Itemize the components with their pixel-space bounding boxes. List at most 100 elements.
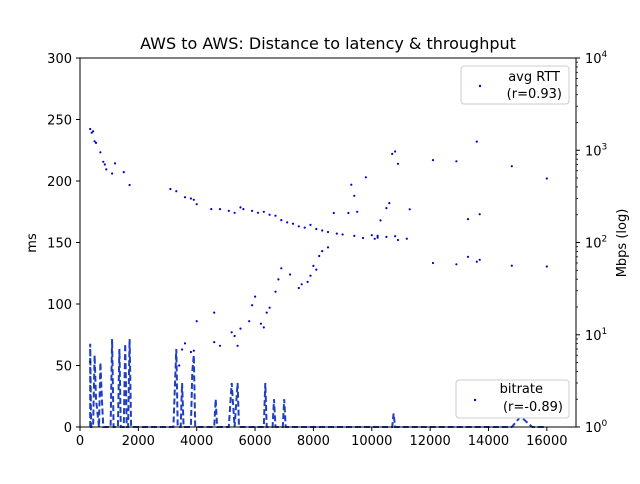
bitrate-point bbox=[251, 209, 254, 212]
rtt-point bbox=[251, 304, 254, 307]
rtt-point bbox=[394, 150, 397, 153]
y2-tick-label: 103 bbox=[585, 142, 607, 159]
bitrate-point bbox=[239, 206, 242, 209]
y-axis-label: ms bbox=[25, 233, 40, 253]
rtt-point bbox=[195, 320, 198, 323]
x-tick-label: 2000 bbox=[122, 434, 155, 449]
rtt-point bbox=[239, 327, 242, 330]
bitrate-point bbox=[256, 211, 260, 214]
bitrate-point bbox=[335, 232, 338, 235]
bitrate-point bbox=[466, 255, 470, 258]
bitrate-point bbox=[195, 203, 198, 206]
bitrate-point bbox=[105, 168, 108, 171]
rtt-point bbox=[259, 322, 262, 325]
legend-top-label-line2: (r=0.93) bbox=[507, 87, 562, 102]
rtt-point bbox=[388, 202, 391, 205]
bitrate-point bbox=[385, 235, 388, 238]
rtt-point bbox=[379, 219, 382, 222]
rtt-point bbox=[274, 290, 277, 293]
bitrate-point bbox=[274, 214, 277, 217]
x-tick-label: 0 bbox=[76, 434, 84, 449]
bitrate-point bbox=[431, 261, 435, 265]
y-tick-label: 0 bbox=[64, 421, 72, 436]
rtt-point bbox=[277, 278, 280, 281]
rtt-point bbox=[385, 207, 388, 210]
rtt-point bbox=[396, 238, 400, 242]
bitrate-point bbox=[361, 236, 365, 240]
rtt-point bbox=[391, 152, 394, 155]
x-tick-label: 4000 bbox=[180, 434, 213, 449]
rtt-point bbox=[213, 341, 216, 344]
y-tick-label: 250 bbox=[47, 114, 72, 129]
bitrate-point bbox=[93, 140, 96, 143]
rtt-point bbox=[268, 306, 271, 309]
y2-tick-label: 104 bbox=[585, 50, 608, 67]
rtt-point bbox=[230, 331, 233, 334]
bitrate-point bbox=[175, 190, 178, 193]
legend-top-label-line1: avg RTT bbox=[508, 70, 560, 85]
rtt-point bbox=[475, 140, 478, 143]
rtt-point bbox=[178, 364, 181, 367]
bitrate-point bbox=[122, 171, 125, 174]
bitrate-point bbox=[545, 265, 548, 268]
rtt-point bbox=[306, 280, 309, 283]
bitrate-point bbox=[291, 222, 295, 225]
rtt-point bbox=[350, 183, 353, 186]
bitrate-point bbox=[455, 263, 458, 266]
rtt-point bbox=[89, 360, 92, 363]
legend-top-box bbox=[460, 65, 570, 105]
rtt-point bbox=[353, 194, 356, 197]
rtt-point bbox=[265, 311, 268, 314]
x-tick-label: 12000 bbox=[409, 434, 450, 449]
bitrate-point bbox=[394, 235, 397, 238]
series-avg-rtt bbox=[89, 140, 548, 367]
bitrate-point bbox=[309, 223, 312, 226]
bitrate-point bbox=[262, 210, 265, 213]
rtt-point bbox=[356, 210, 359, 213]
rtt-point bbox=[289, 273, 292, 276]
bitrate-point bbox=[286, 221, 289, 224]
bitrate-point bbox=[376, 234, 379, 237]
rtt-point bbox=[478, 213, 481, 216]
bitrate-point bbox=[99, 151, 102, 154]
bitrate-point bbox=[111, 172, 114, 175]
bitrate-point bbox=[113, 162, 117, 165]
legend-bitrate: bitrate (r=-0.89) bbox=[455, 379, 570, 419]
bitrate-point bbox=[92, 130, 95, 133]
rtt-point bbox=[408, 208, 411, 211]
bitrate-point bbox=[169, 187, 172, 191]
rtt-point bbox=[326, 246, 330, 249]
bitrate-point bbox=[89, 127, 92, 131]
rtt-point bbox=[376, 236, 379, 239]
bitrate-point bbox=[475, 260, 478, 263]
y2-tick-label: 101 bbox=[585, 327, 607, 344]
rtt-point bbox=[315, 268, 318, 271]
y-tick-label: 300 bbox=[47, 52, 72, 67]
rtt-point bbox=[431, 159, 435, 162]
legend-bottom-marker bbox=[473, 398, 477, 402]
bitrate-point bbox=[370, 234, 373, 237]
x-tick-label: 6000 bbox=[239, 434, 272, 449]
bitrate-point bbox=[233, 211, 236, 214]
x-tick-label: 16000 bbox=[526, 434, 567, 449]
axes: 0 2000 4000 6000 8000 10000 12000 14000 16000 0 50… bbox=[47, 50, 607, 449]
bitrate-point bbox=[268, 213, 271, 216]
x-tick-label: 10000 bbox=[351, 434, 392, 449]
bitrate-point bbox=[192, 198, 195, 201]
rtt-point bbox=[309, 274, 312, 277]
rtt-point bbox=[332, 211, 335, 215]
rtt-point bbox=[300, 283, 303, 286]
legend-bottom-box bbox=[455, 379, 570, 419]
rtt-point bbox=[192, 349, 195, 352]
bitrate-point bbox=[128, 183, 131, 187]
rtt-point bbox=[297, 286, 300, 290]
bitrate-point bbox=[218, 208, 222, 211]
legend-top-marker bbox=[478, 84, 482, 88]
x-tick-label: 14000 bbox=[468, 434, 509, 449]
rtt-point bbox=[373, 237, 376, 240]
rtt-point bbox=[254, 295, 257, 298]
rtt-point bbox=[396, 162, 400, 165]
rtt-point bbox=[280, 267, 283, 270]
